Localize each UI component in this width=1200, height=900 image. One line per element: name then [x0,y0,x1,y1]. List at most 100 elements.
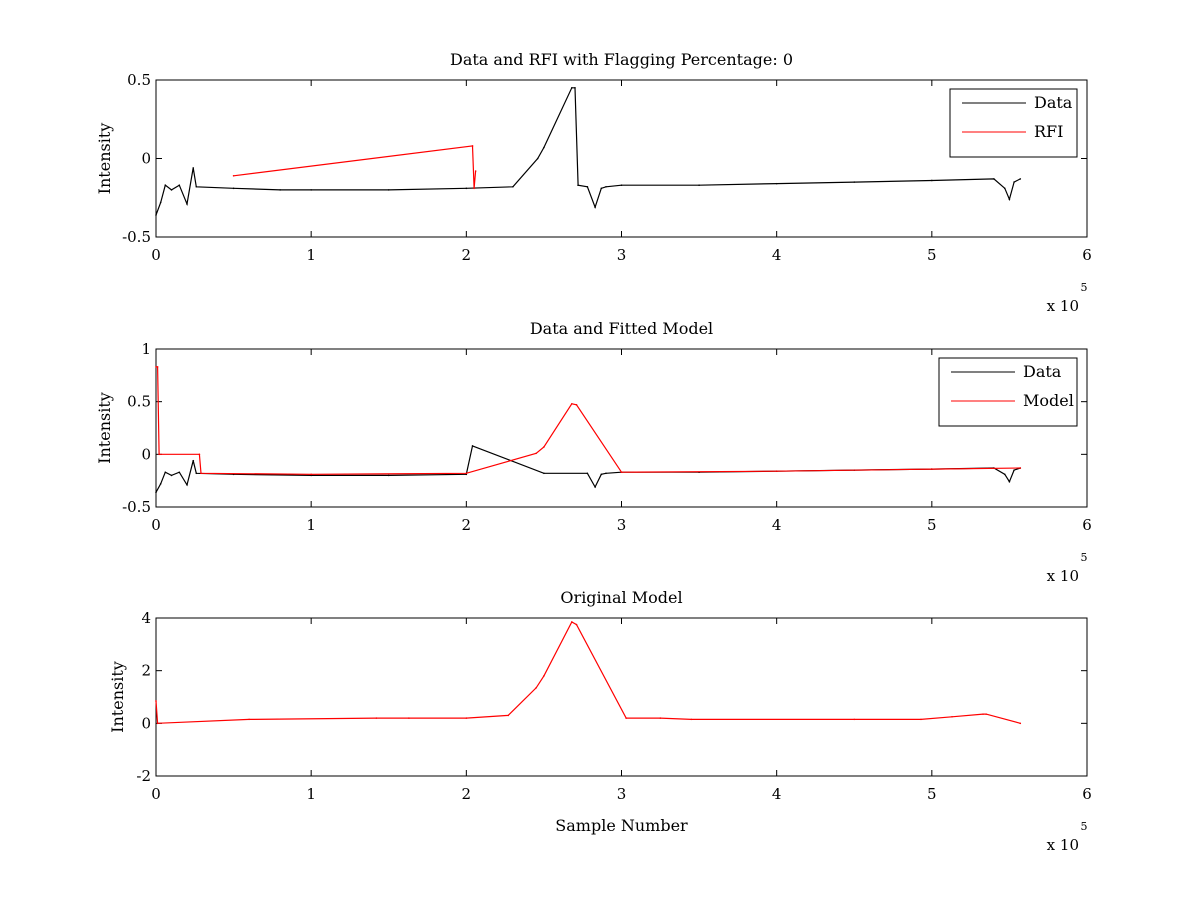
y-axis-label: Intensity [108,661,127,733]
y-tick-label: -2 [136,767,151,785]
data-point [620,184,623,186]
subplot-3 [155,617,1088,777]
data-point [931,179,933,182]
series-line-model [155,621,1021,724]
data-point [198,453,201,456]
data-point [186,203,188,205]
data-point [387,189,390,191]
data-point [279,189,281,191]
data-point [192,459,195,462]
data-point [170,189,173,191]
data-point [195,472,198,475]
y-tick-label: -0.5 [122,498,151,516]
y-tick-label: 0 [141,150,151,168]
data-point [471,445,474,447]
data-point [159,201,162,204]
data-point [159,483,162,485]
series-line-rfi [233,145,477,189]
x-tick-label: 4 [772,785,782,803]
x-tick-label: 1 [306,785,316,803]
data-point [310,473,312,476]
data-point [1003,473,1006,476]
x-tick-label: 1 [306,246,316,264]
data-point [474,170,477,172]
data-point [543,675,545,677]
x-multiplier-exponent: 5 [1081,820,1088,833]
data-point [577,184,579,186]
data-point [775,182,778,185]
data-point [155,366,157,368]
x-tick-label: 4 [772,516,782,534]
x-multiplier-exponent: 5 [1081,551,1088,564]
data-point [594,486,596,488]
data-point [232,174,235,177]
data-point [248,718,250,721]
x-multiplier: x 10 [1047,567,1079,585]
data-point [200,472,202,475]
x-tick-label: 0 [151,246,161,264]
legend [938,357,1078,427]
data-point [605,185,607,188]
data-point [853,718,856,721]
chart-title: Data and RFI with Flagging Percentage: 0 [450,50,793,69]
y-tick-label: 2 [141,662,151,680]
data-point [690,718,693,721]
data-point [155,700,157,702]
data-point [586,472,589,475]
data-point [408,717,410,719]
y-tick-label: 4 [141,609,151,627]
data-point [575,404,578,406]
data-point [375,717,378,719]
x-tick-label: 0 [151,785,161,803]
data-point [465,717,468,719]
data-point [625,717,627,719]
data-point [536,157,539,160]
data-point [543,446,545,448]
plot-area [155,79,1088,238]
legend-label: RFI [1034,122,1063,141]
data-point [1019,467,1022,469]
data-point [1003,187,1006,190]
data-point [465,472,468,475]
y-tick-label: 0.5 [127,393,151,411]
data-point [698,184,700,186]
x-tick-label: 6 [1082,246,1092,264]
y-tick-label: 0 [141,445,151,463]
data-point [178,471,181,474]
data-point [951,715,953,718]
data-point [605,472,607,475]
legend-label: Data [1023,362,1062,381]
x-tick-label: 3 [617,785,627,803]
data-point [1013,469,1015,471]
y-axis-label: Intensity [95,123,114,195]
x-tick-label: 0 [151,516,161,534]
data-point [155,214,157,216]
data-point [853,181,856,183]
data-point [507,714,510,717]
data-point [164,184,167,186]
y-tick-label: 0 [141,714,151,732]
data-point [620,471,623,474]
data-point [512,185,514,188]
data-point [659,717,662,719]
data-point [982,713,984,715]
x-tick-label: 6 [1082,516,1092,534]
data-point [178,184,181,186]
legend-label: Data [1034,93,1073,112]
data-point [310,189,312,191]
y-axis-label: Intensity [95,392,114,464]
data-point [600,473,603,476]
data-point [232,187,235,190]
data-point [571,621,573,623]
x-tick-label: 1 [306,516,316,534]
data-point [471,145,474,147]
x-multiplier: x 10 [1047,836,1079,854]
subplot-1 [155,79,1088,238]
data-point [1008,480,1011,483]
data-point [156,722,159,725]
plot-area [155,348,1088,508]
x-tick-label: 4 [772,246,782,264]
x-tick-label: 2 [462,246,472,264]
x-tick-label: 2 [462,516,472,534]
